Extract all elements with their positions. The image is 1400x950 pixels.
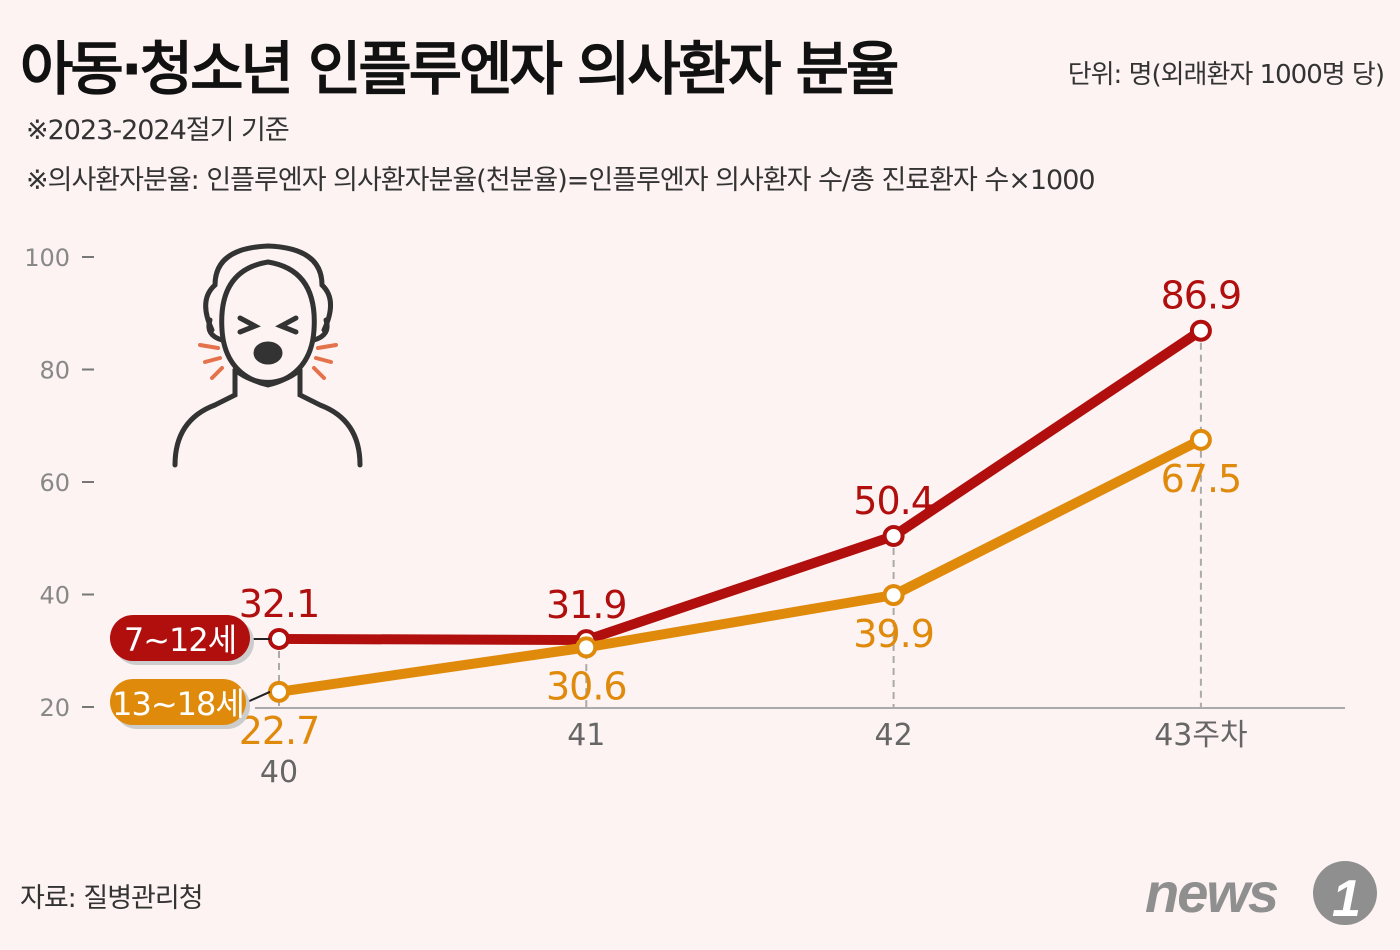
data-label: 30.6 <box>546 664 627 708</box>
y-tick-label: 60 <box>39 469 70 497</box>
legend-pill <box>110 679 246 725</box>
data-point <box>575 636 598 659</box>
source-label: 자료: 질병관리청 <box>20 883 204 914</box>
legend-label: 13~18세 <box>112 685 244 723</box>
data-point <box>882 525 905 547</box>
data-label: 39.9 <box>853 612 934 656</box>
x-tick-label: 40 <box>260 755 298 790</box>
data-point <box>268 627 290 650</box>
data-label: 86.9 <box>1161 274 1242 318</box>
data-point <box>268 680 290 703</box>
data-point <box>882 584 905 607</box>
legend-label: 7~12세 <box>124 621 236 659</box>
data-label: 22.7 <box>239 709 320 753</box>
news1-logo: news 1 <box>1145 861 1377 928</box>
series-line <box>278 326 1204 646</box>
page-title: 아동·청소년 인플루엔자 의사환자 분율 <box>20 35 899 103</box>
data-point <box>1189 428 1212 451</box>
series-line <box>278 435 1204 697</box>
data-point <box>1189 319 1212 342</box>
data-label: 50.4 <box>853 479 934 523</box>
x-tick-label: 43주차 <box>1154 718 1247 753</box>
note-season: ※2023-2024절기 기준 <box>26 115 290 146</box>
y-tick-label: 80 <box>39 357 70 385</box>
x-tick-label: 41 <box>567 718 605 753</box>
x-tick-label: 42 <box>875 718 913 753</box>
y-tick-label: 100 <box>24 244 70 272</box>
y-tick-label: 20 <box>39 694 70 722</box>
data-label: 31.9 <box>546 583 627 627</box>
unit-label: 단위: 명(외래환자 1000명 당) <box>1067 60 1385 90</box>
svg-text:news: news <box>1145 861 1278 924</box>
coughing-person-icon <box>172 243 363 468</box>
note-definition: ※의사환자분율: 인플루엔자 의사환자분율(천분율)=인플루엔자 의사환자 수/… <box>26 165 1096 196</box>
data-label: 32.1 <box>239 582 320 626</box>
y-tick-label: 40 <box>39 582 70 610</box>
legend-pill <box>110 615 250 661</box>
data-label: 67.5 <box>1161 457 1242 501</box>
svg-text:1: 1 <box>1332 870 1361 928</box>
